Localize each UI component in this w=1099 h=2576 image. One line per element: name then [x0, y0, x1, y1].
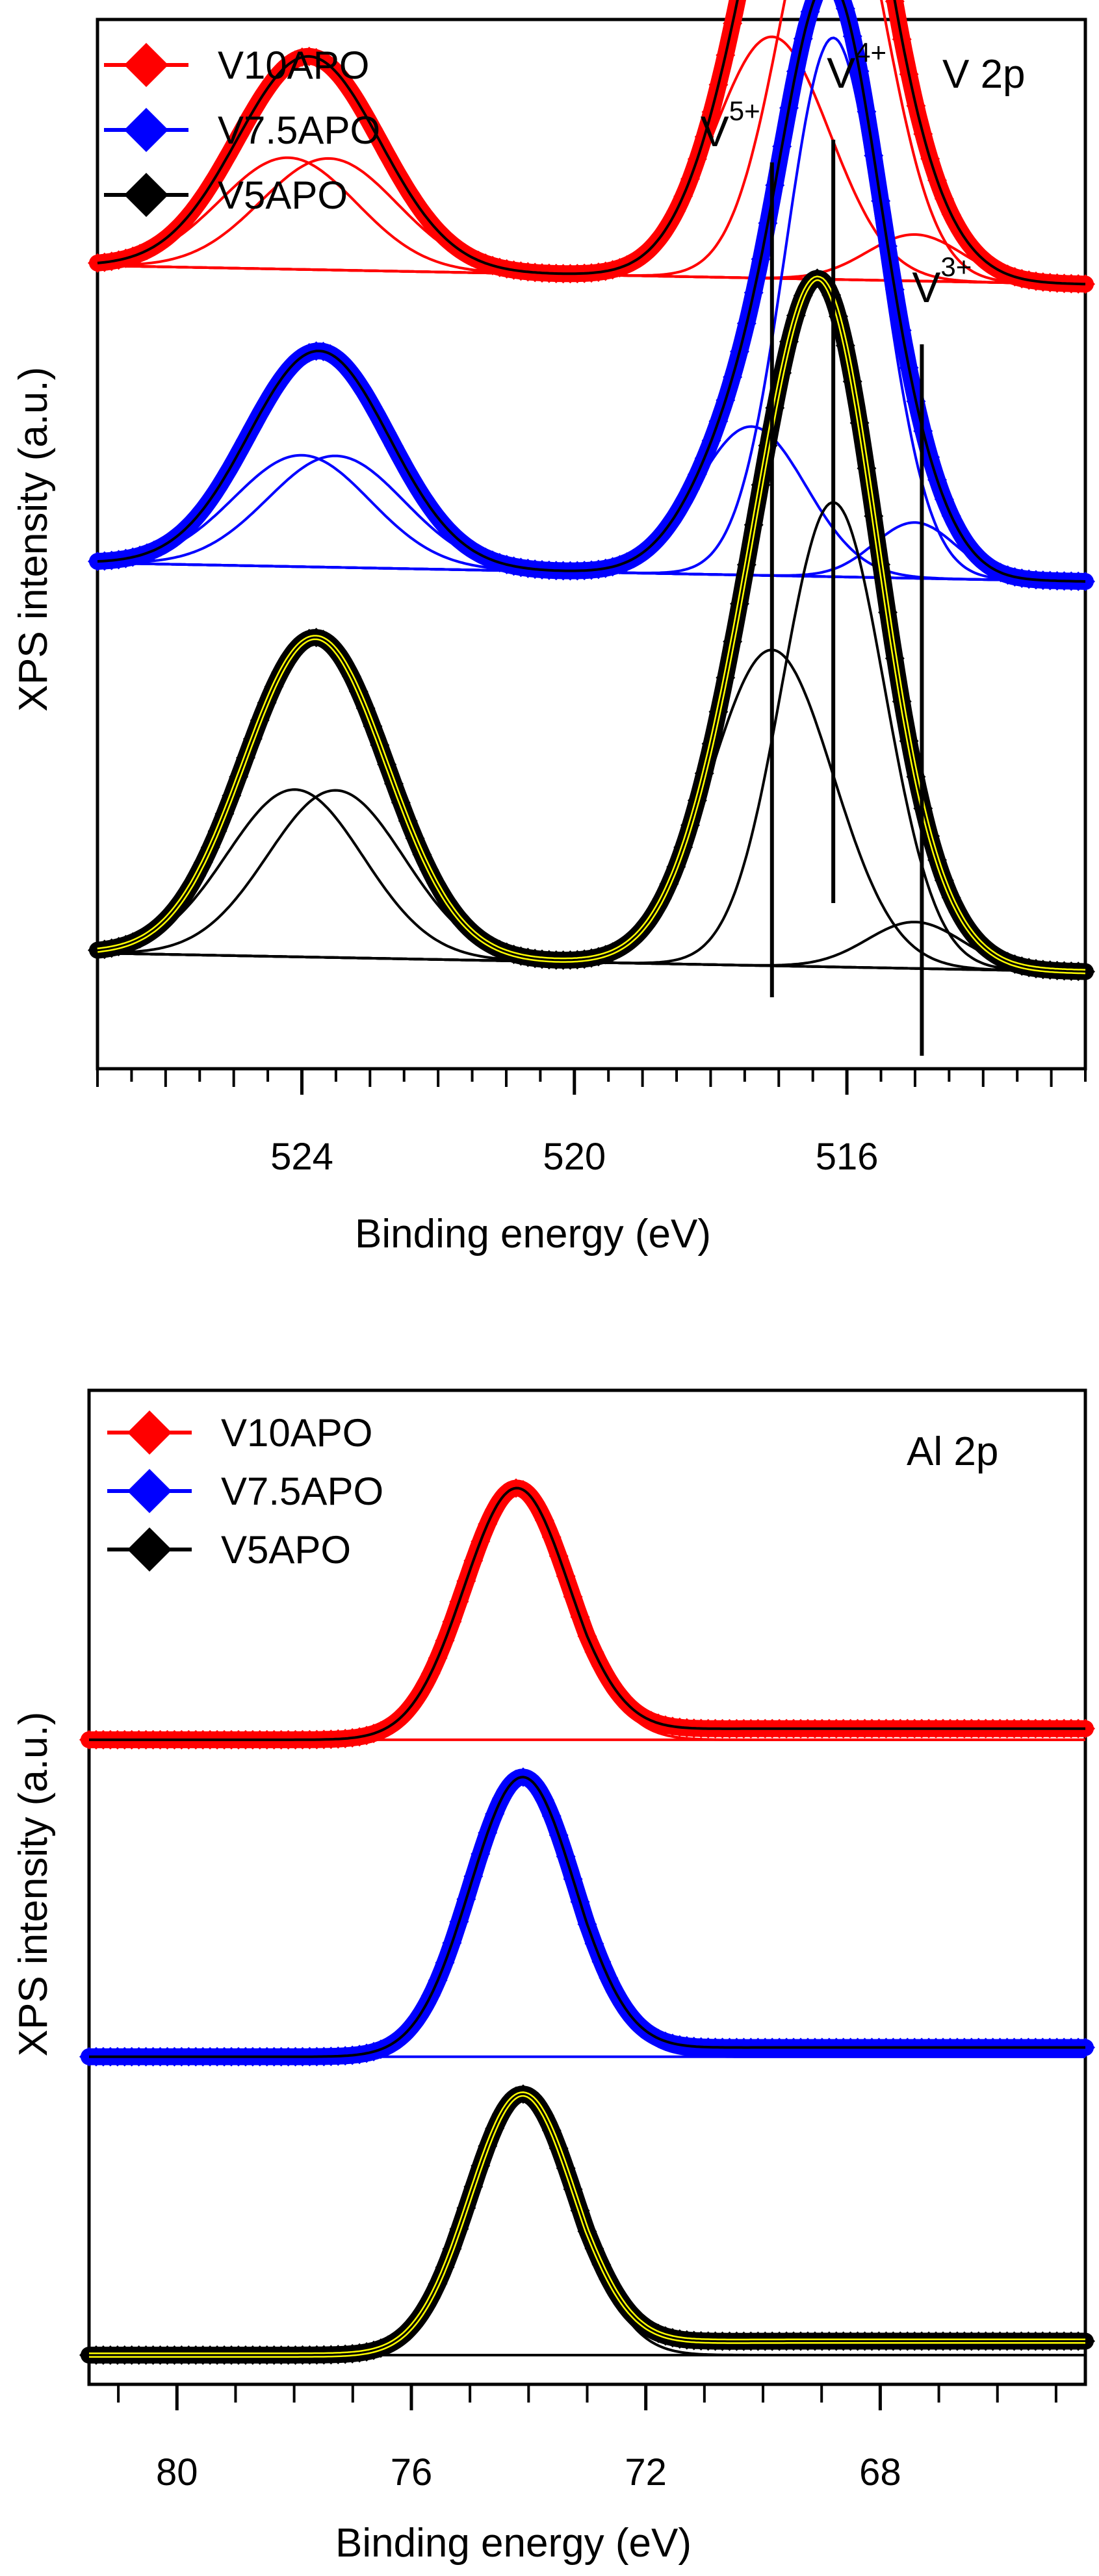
v2p-series-v5apo	[88, 268, 1095, 982]
v2p-x-tick-label-516: 516	[816, 1136, 879, 1178]
v2p-legend-label-v10apo: V10APO	[218, 44, 369, 87]
al2p-x-tick-label-72: 72	[625, 2451, 667, 2493]
v2p-legend-marker-v7-5apo	[124, 108, 168, 152]
al2p-envelope-fit-core-v5apo	[89, 2093, 1085, 2356]
al2p-legend-marker-v10apo	[127, 1410, 172, 1455]
v2p-component-fit-v10apo-5	[97, 264, 1086, 286]
al2p-legend-marker-v7-5apo	[127, 1469, 172, 1513]
v2p-oxidation-sup-3-: 3+	[940, 251, 972, 282]
v2p-oxidation-lines: V 5+V 4+V 3+	[701, 37, 972, 1056]
al2p-x-axis-title: Binding energy (eV)	[335, 2521, 692, 2566]
v2p-legend-label-v7-5apo: V7.5APO	[218, 108, 380, 152]
al2p-panel: 80 76 72 68 Al 2p V10APO V7.5APO V5APO Bindin…	[11, 1388, 1095, 2566]
v2p-x-tick-label-524: 524	[270, 1136, 333, 1178]
al2p-y-axis-title: XPS intensity (a.u.)	[11, 1712, 56, 2057]
al2p-series-v7-5apo	[79, 1767, 1095, 2067]
v2p-oxidation-label-5-: V	[701, 107, 729, 155]
al2p-legend-marker-v5apo	[127, 1527, 172, 1572]
v2p-legend: V10APO V7.5APO V5APO	[104, 43, 380, 217]
al2p-series-v5apo	[79, 2084, 1095, 2365]
al2p-data-band-v10apo	[81, 1479, 1094, 1748]
al2p-envelope-fit-v10apo	[89, 1486, 1085, 1741]
al2p-legend-label-v7-5apo: V7.5APO	[221, 1470, 383, 1513]
v2p-oxidation-label-4-: V	[827, 49, 855, 97]
v2p-x-axis-title: Binding energy (eV)	[355, 1212, 711, 1256]
v2p-legend-marker-v5apo	[124, 173, 168, 217]
al2p-panel-label: Al 2p	[907, 1429, 998, 1474]
v2p-y-axis-title: XPS intensity (a.u.)	[11, 367, 56, 712]
v2p-x-ticks: 524 520 516	[96, 1069, 1087, 1178]
v2p-legend-marker-v10apo	[124, 43, 168, 87]
al2p-envelope-fit-v5apo	[89, 2091, 1085, 2358]
v2p-series-v10apo	[88, 0, 1095, 294]
al2p-x-ticks: 80 76 72 68	[117, 2384, 1057, 2493]
v2p-envelope-fit-v5apo	[97, 275, 1086, 975]
v2p-oxidation-sup-4-: 4+	[855, 37, 886, 68]
al2p-x-tick-label-76: 76	[391, 2451, 433, 2493]
al2p-legend-label-v10apo: V10APO	[221, 1411, 372, 1455]
v2p-plot-frame	[96, 18, 1087, 1071]
al2p-series-v10apo	[79, 1478, 1095, 1750]
al2p-x-tick-label-80: 80	[156, 2451, 198, 2493]
al2p-x-tick-label-68: 68	[859, 2451, 901, 2493]
v2p-legend-label-v5apo: V5APO	[218, 173, 348, 217]
v2p-x-tick-label-520: 520	[543, 1136, 606, 1178]
v2p-oxidation-sup-5-: 5+	[729, 96, 760, 126]
v2p-data-point-v7-5apo	[815, 0, 820, 2]
v2p-oxidation-label-3-: V	[912, 263, 940, 311]
al2p-legend: V10APO V7.5APO V5APO	[107, 1410, 383, 1572]
al2p-envelope-fit-v7-5apo	[89, 1776, 1085, 2058]
v2p-panel: V 5+V 4+V 3+ 524 520 516 V 2p V10APOV7.5APOV5…	[11, 0, 1095, 1256]
al2p-curves	[79, 1478, 1095, 2365]
al2p-legend-label-v5apo: V5APO	[221, 1528, 351, 1572]
v2p-envelope-fit-v10apo	[97, 0, 1086, 286]
v2p-component-fit-v5apo-1	[97, 648, 1086, 973]
v2p-panel-label: V 2p	[942, 52, 1026, 97]
